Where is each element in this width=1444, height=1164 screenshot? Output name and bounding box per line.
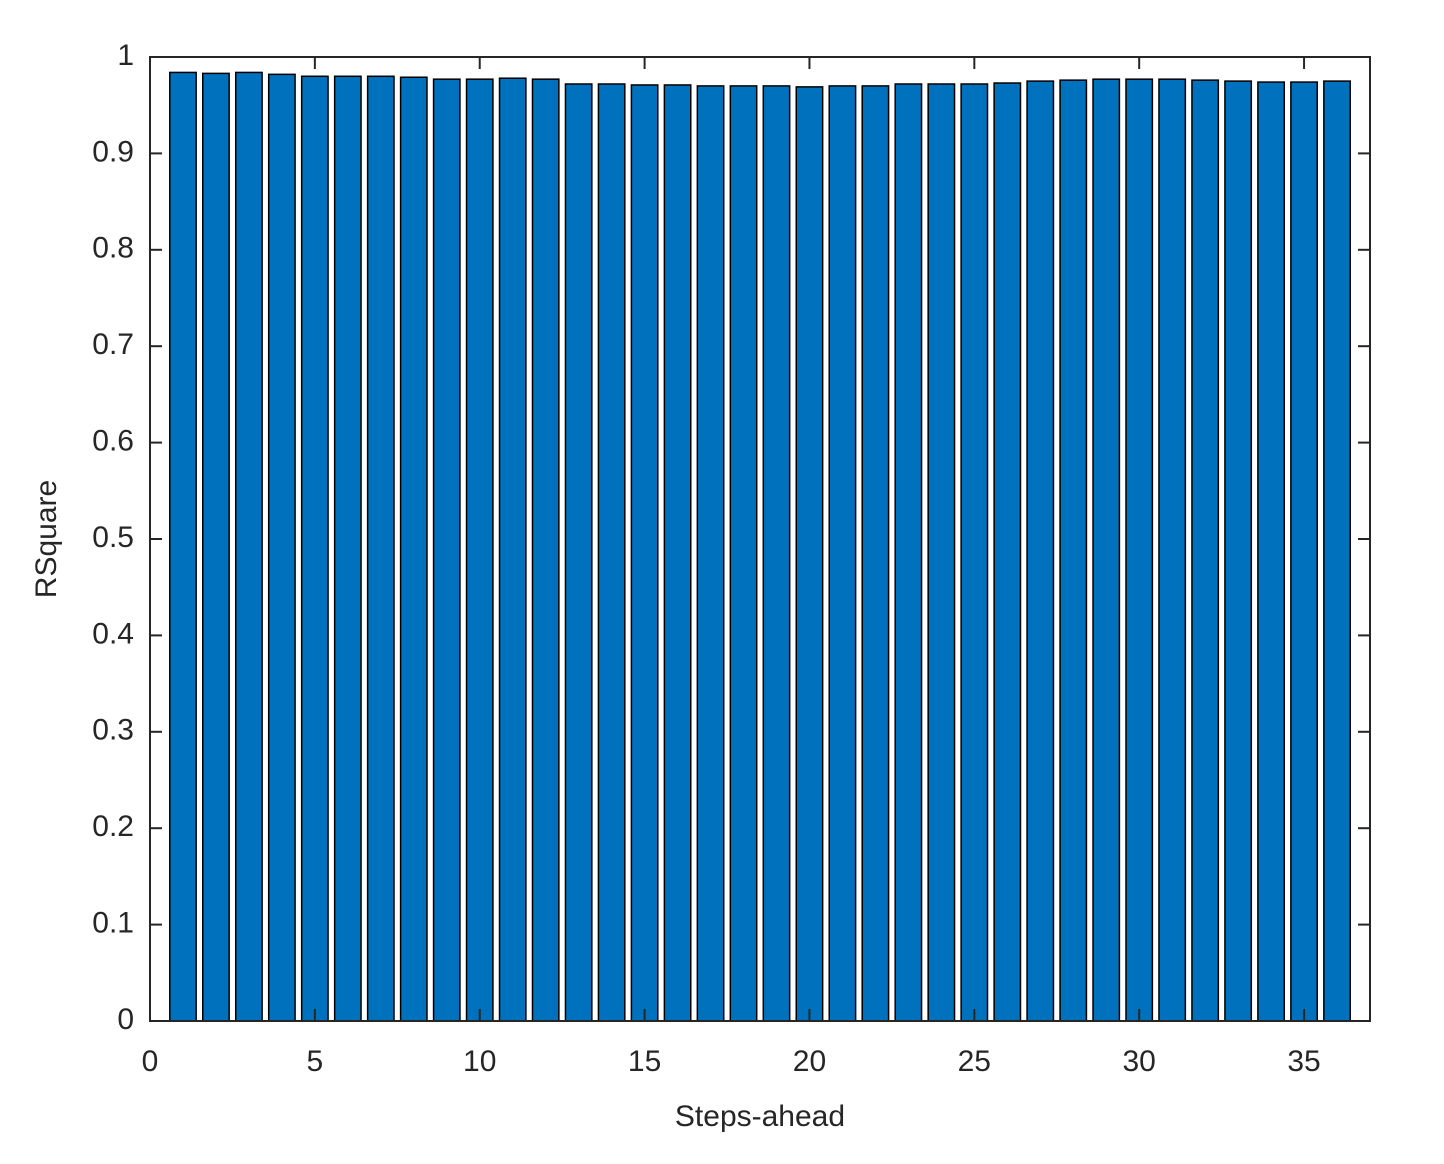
x-tick-label: 0 — [142, 1045, 159, 1078]
x-tick-label: 35 — [1287, 1045, 1320, 1078]
x-tick-label: 20 — [793, 1045, 826, 1078]
bar — [828, 85, 857, 1022]
bar — [267, 73, 296, 1022]
bar — [729, 85, 758, 1022]
bar — [1125, 78, 1154, 1022]
bar — [432, 78, 461, 1022]
y-tick-label: 0.9 — [92, 135, 134, 168]
bar — [1158, 78, 1187, 1022]
axes-box — [149, 56, 1371, 1022]
bar — [202, 72, 230, 1022]
y-tick-label: 0 — [117, 1003, 134, 1036]
bar — [366, 75, 395, 1022]
y-tick-label: 0.7 — [92, 328, 134, 361]
bar — [300, 75, 329, 1022]
y-tick-label: 0.6 — [92, 425, 134, 458]
bar — [465, 78, 494, 1022]
bar — [927, 83, 956, 1022]
bar — [1224, 80, 1253, 1022]
bar — [498, 77, 527, 1022]
bar — [1323, 80, 1351, 1022]
bar — [1257, 81, 1286, 1022]
y-tick-label: 0.5 — [92, 521, 134, 554]
y-tick-label: 0.8 — [92, 232, 134, 265]
x-tick-label: 10 — [463, 1045, 496, 1078]
x-axis-label: Steps-ahead — [675, 1100, 845, 1133]
bar — [861, 85, 890, 1022]
bar — [993, 82, 1022, 1022]
bar — [1059, 79, 1088, 1022]
bar — [630, 84, 659, 1022]
bar — [696, 85, 725, 1022]
bar — [1191, 79, 1220, 1022]
bar — [1092, 78, 1121, 1022]
bar — [1026, 80, 1055, 1022]
y-tick-label: 0.2 — [92, 810, 134, 843]
bar — [399, 76, 428, 1022]
x-tick-label: 15 — [628, 1045, 661, 1078]
bar — [1290, 81, 1318, 1022]
bar — [531, 78, 560, 1022]
bar — [564, 83, 593, 1022]
x-tick-label: 25 — [958, 1045, 991, 1078]
bar — [894, 83, 923, 1022]
bar — [169, 71, 197, 1022]
y-tick-label: 0.4 — [92, 617, 134, 650]
x-tick-label: 30 — [1123, 1045, 1156, 1078]
y-axis-label: RSquare — [30, 480, 63, 598]
bar — [333, 75, 362, 1022]
bar — [795, 86, 824, 1022]
y-tick-label: 0.1 — [92, 907, 134, 940]
bar — [597, 83, 626, 1022]
x-tick-label: 5 — [307, 1045, 324, 1078]
bar — [234, 71, 263, 1022]
bar — [960, 83, 989, 1022]
bar — [663, 84, 692, 1022]
bar — [762, 85, 791, 1022]
y-tick-label: 1 — [117, 39, 134, 72]
y-tick-label: 0.3 — [92, 714, 134, 747]
